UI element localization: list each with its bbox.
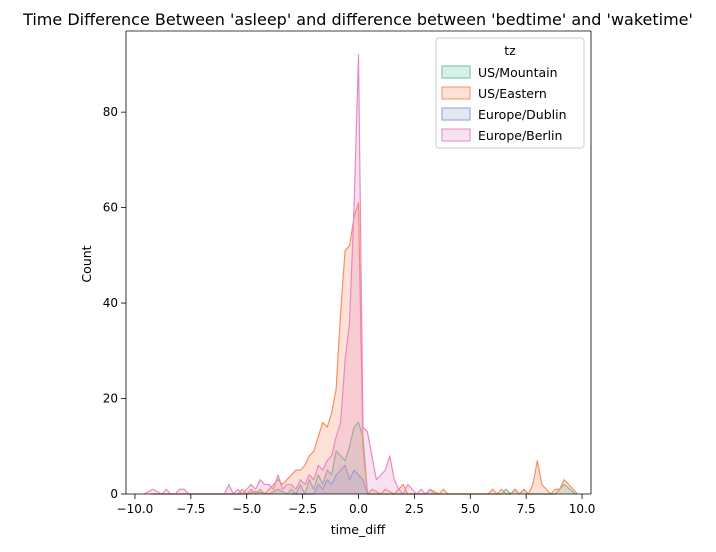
y-tick-label: 80 (103, 105, 118, 119)
y-tick-label: 40 (103, 296, 118, 310)
area-fill-europe-dublin (291, 465, 368, 494)
legend-swatch-us-mountain (441, 65, 471, 79)
legend: tz US/Mountain US/Eastern Europe/Dublin Euro… (435, 37, 585, 149)
legend-label-europe-dublin: Europe/Dublin (478, 107, 567, 122)
legend-box (435, 37, 585, 149)
x-tick-label: 2.5 (405, 502, 424, 516)
chart-title: Time Difference Between 'asleep' and dif… (22, 10, 693, 29)
x-tick-label: −10.0 (117, 502, 154, 516)
x-tick-label: 5.0 (461, 502, 480, 516)
y-tick-label: 0 (110, 487, 118, 501)
legend-swatch-europe-dublin (441, 107, 471, 121)
legend-label-us-eastern: US/Eastern (478, 86, 547, 101)
y-axis-label: Count (79, 245, 94, 282)
series-europe-dublin (291, 464, 369, 495)
legend-title: tz (504, 43, 516, 58)
x-tick-label: −7.5 (176, 502, 205, 516)
x-tick-label: 10.0 (569, 502, 596, 516)
legend-label-us-mountain: US/Mountain (478, 65, 558, 80)
x-tick-label: 7.5 (517, 502, 536, 516)
axes-layer: −10.0 −7.5 −5.0 −2.5 0.0 2.5 5.0 7.5 10.0 0 20 40 60… (103, 30, 596, 516)
x-tick-label: −5.0 (232, 502, 261, 516)
x-axis-label: time_diff (331, 522, 386, 537)
legend-swatch-us-eastern (441, 86, 471, 100)
area-line-europe-dublin (291, 464, 369, 495)
y-tick-label: 20 (103, 392, 118, 406)
legend-swatch-europe-berlin (441, 128, 471, 142)
legend-label-europe-berlin: Europe/Berlin (478, 128, 562, 143)
y-tick-label: 60 (103, 201, 118, 215)
x-tick-label: 0.0 (349, 502, 368, 516)
x-tick-label: −2.5 (288, 502, 317, 516)
